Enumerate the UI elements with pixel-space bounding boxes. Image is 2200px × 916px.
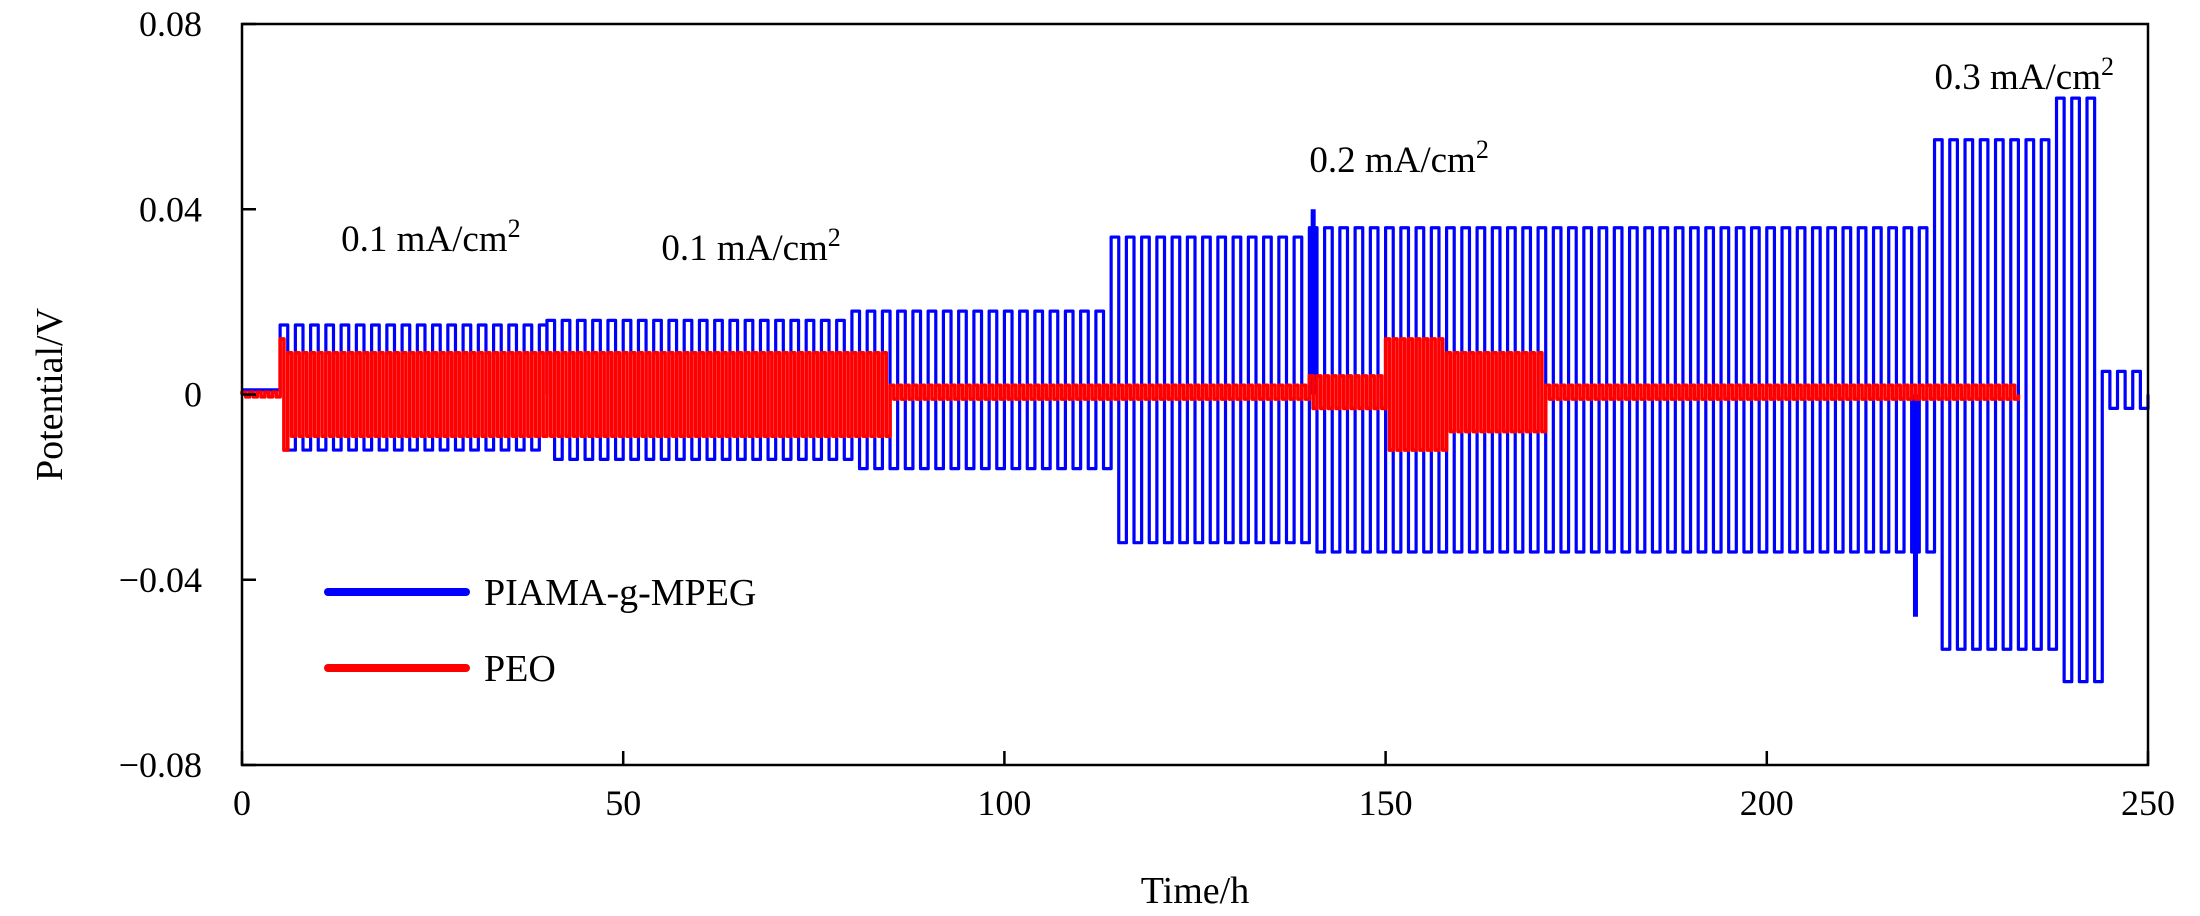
- series-segment: [1543, 383, 2021, 401]
- x-tick-label: 100: [977, 783, 1031, 823]
- y-axis-ticks: 0.08 0.04 0 −0.04 −0.08: [119, 4, 256, 785]
- x-tick-label: 150: [1359, 783, 1413, 823]
- current-density-label: 0.3 mA/cm2: [1935, 52, 2114, 98]
- x-axis-ticks: 0 50 100 150 200 250: [233, 751, 2175, 823]
- y-tick-label: 0: [184, 375, 202, 415]
- legend: PIAMA-g-MPEG PEO: [324, 572, 756, 690]
- y-tick-label: 0.08: [139, 4, 202, 44]
- series-segment: [278, 323, 549, 452]
- y-axis-title: Potential/V: [29, 307, 71, 481]
- series-segment: [240, 390, 282, 399]
- current-density-label: 0.1 mA/cm2: [341, 214, 520, 260]
- legend-label: PEO: [484, 648, 556, 690]
- y-tick-label: 0.04: [139, 189, 202, 229]
- x-tick-label: 0: [233, 783, 251, 823]
- current-density-annotations: 0.1 mA/cm2 0.1 mA/cm2 0.2 mA/cm2 0.3 mA/cm2: [341, 52, 2114, 269]
- series-segment: [1444, 351, 1548, 434]
- series-peo: [240, 337, 2021, 452]
- series-segment: [285, 351, 892, 438]
- y-tick-label: −0.04: [119, 560, 202, 600]
- data-layer: [240, 96, 2150, 684]
- series-segment: [1307, 374, 1388, 411]
- legend-label: PIAMA-g-MPEG: [484, 572, 756, 614]
- series-segment: [888, 383, 1312, 401]
- current-density-label: 0.2 mA/cm2: [1309, 135, 1488, 181]
- x-axis-title: Time/h: [1141, 870, 1249, 912]
- x-tick-label: 250: [2121, 783, 2175, 823]
- series-segment: [2054, 96, 2104, 684]
- series-segment: [278, 337, 290, 452]
- x-tick-label: 200: [1740, 783, 1794, 823]
- x-tick-label: 50: [605, 783, 641, 823]
- current-density-label: 0.1 mA/cm2: [661, 223, 840, 269]
- series-segment: [1383, 337, 1449, 452]
- y-tick-label: −0.08: [119, 745, 202, 785]
- series-segment: [2100, 369, 2150, 410]
